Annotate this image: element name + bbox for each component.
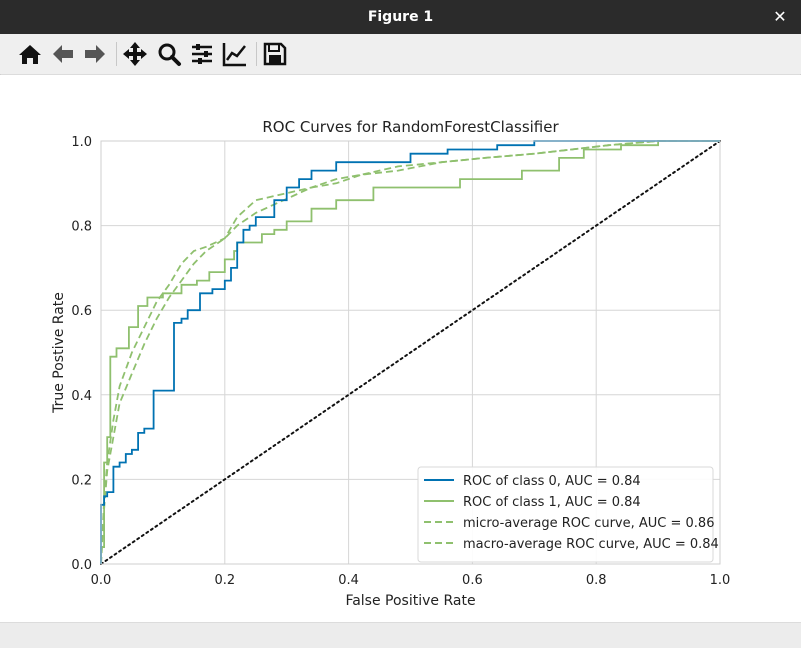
- legend-label: ROC of class 1, AUC = 0.84: [463, 495, 641, 510]
- y-tick-label: 0.4: [71, 389, 92, 404]
- zoom-magnifier-icon[interactable]: [155, 40, 183, 68]
- legend-box: [417, 466, 714, 563]
- save-floppy-icon[interactable]: [261, 40, 289, 68]
- y-axis-label: True Postive Rate: [51, 292, 67, 414]
- x-tick-label: 0.4: [338, 573, 359, 588]
- y-tick-label: 0.0: [71, 558, 92, 573]
- legend-label: macro-average ROC curve, AUC = 0.84: [463, 537, 719, 552]
- x-axis-label: False Positive Rate: [345, 593, 475, 609]
- x-tick-label: 0.2: [214, 573, 235, 588]
- y-tick-label: 0.6: [71, 304, 92, 319]
- pan-move-icon[interactable]: [121, 40, 149, 68]
- legend-label: ROC of class 0, AUC = 0.84: [463, 474, 641, 489]
- x-tick-label: 0.6: [462, 573, 483, 588]
- home-icon[interactable]: [16, 40, 44, 68]
- legend-label: micro-average ROC curve, AUC = 0.86: [463, 516, 714, 531]
- y-tick-label: 1.0: [71, 135, 92, 150]
- x-tick-label: 1.0: [710, 573, 731, 588]
- plot-frame: [100, 140, 721, 565]
- roc-series-line-1: [100, 140, 720, 564]
- toolbar-separator: [116, 42, 117, 66]
- chart-title: ROC Curves for RandomForestClassifier: [262, 118, 559, 136]
- y-tick-label: 0.8: [71, 220, 92, 235]
- status-bar: [0, 622, 801, 648]
- close-icon[interactable]: ✕: [773, 7, 787, 26]
- toolbar: [0, 34, 801, 75]
- forward-arrow-icon[interactable]: [81, 40, 109, 68]
- roc-chart: 0.0 0.2 0.4 0.6 0.8 1.0 0.0 0.2 0.4 0.6 0.8 1.0 ROC…: [51, 118, 731, 609]
- figure-canvas[interactable]: 0.0 0.2 0.4 0.6 0.8 1.0 0.0 0.2 0.4 0.6 0.8 1.0 ROC…: [0, 75, 801, 622]
- configure-subplots-icon[interactable]: [188, 40, 216, 68]
- x-tick-label: 0.8: [586, 573, 607, 588]
- toolbar-separator: [256, 42, 257, 66]
- window-title: Figure 1: [367, 9, 434, 25]
- y-tick-label: 0.2: [71, 473, 92, 488]
- chart-legend: ROC of class 0, AUC = 0.84 ROC of class 1…: [417, 466, 719, 563]
- roc-series-line-2: [100, 140, 720, 565]
- x-tick-label: 0.0: [91, 573, 112, 588]
- back-arrow-icon[interactable]: [49, 40, 77, 68]
- chance-diagonal-line: [100, 140, 721, 565]
- edit-axes-icon[interactable]: [221, 40, 249, 68]
- roc-series-line-0: [100, 140, 720, 564]
- window-titlebar: Figure 1 ✕: [0, 0, 801, 34]
